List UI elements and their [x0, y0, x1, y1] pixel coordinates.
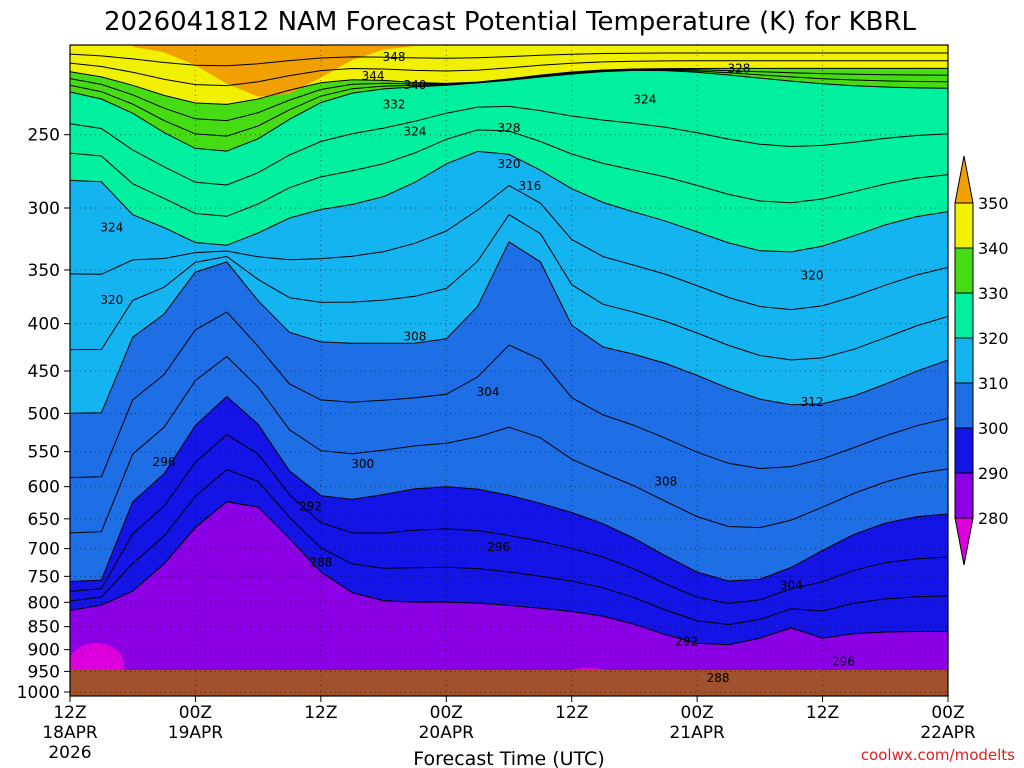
x-tick-label: 20APR	[419, 723, 475, 743]
y-tick-label: 700	[28, 540, 60, 560]
x-tick-label: 12Z	[304, 703, 337, 723]
x-tick-label: 00Z	[931, 703, 964, 723]
contour-label: 300	[351, 457, 374, 471]
colorbar-tick-label: 310	[978, 374, 1009, 393]
y-tick-label: 250	[28, 126, 60, 146]
colorbar-swatch	[954, 247, 974, 294]
colorbar-tick-label: 280	[978, 509, 1009, 528]
y-tick-label: 1000	[17, 683, 60, 703]
colorbar-tick-label: 300	[978, 419, 1009, 438]
y-tick-label: 950	[28, 662, 60, 682]
colorbar-swatch	[954, 337, 974, 384]
chart-title: 2026041812 NAM Forecast Potential Temper…	[104, 7, 917, 37]
x-tick-label: 00Z	[179, 703, 212, 723]
colorbar-tick-label: 290	[978, 464, 1009, 483]
contour-label: 304	[477, 385, 500, 399]
contour-label: 340	[403, 78, 426, 92]
contour-label: 316	[518, 179, 541, 193]
y-tick-label: 350	[28, 261, 60, 281]
colorbar-tick-label: 320	[978, 329, 1009, 348]
x-tick-label: 00Z	[681, 703, 714, 723]
x-tick-label: 12Z	[806, 703, 839, 723]
colorbar-swatch	[954, 202, 974, 249]
contour-label: 324	[403, 124, 426, 138]
contour-label: 320	[801, 269, 824, 283]
contour-label: 328	[498, 121, 521, 135]
y-tick-label: 300	[28, 199, 60, 219]
y-axis: 250 300 350 400 450 500 550 600 650 700 750 800 850 9…	[17, 126, 70, 703]
contour-label: 292	[299, 499, 322, 513]
contour-label: 344	[362, 69, 385, 83]
x-tick-label: 21APR	[669, 723, 725, 743]
colorbar-swatch	[954, 427, 974, 474]
colorbar: 280 290 300 310 320 330 340 350	[954, 155, 1009, 566]
contour-label: 308	[654, 474, 677, 488]
colorbar-swatch	[954, 472, 974, 519]
contour-label: 324	[100, 221, 123, 235]
x-tick-label: 00Z	[430, 703, 463, 723]
contour-label: 328	[727, 61, 750, 75]
y-tick-label: 750	[28, 567, 60, 587]
x-tick-label: 12Z	[555, 703, 588, 723]
contour-label: 304	[780, 578, 803, 592]
colorbar-swatch	[954, 382, 974, 429]
contour-label: 288	[309, 556, 332, 570]
colorbar-swatch	[954, 517, 974, 566]
colorbar-swatch	[954, 155, 974, 204]
ground-surface	[70, 670, 948, 696]
colorbar-tick-label: 340	[978, 239, 1009, 258]
contour-label: 288	[707, 671, 730, 685]
contour-label: 332	[383, 98, 406, 112]
x-tick-label: 2026	[48, 743, 91, 763]
y-tick-label: 850	[28, 618, 60, 638]
contour-label: 348	[383, 50, 406, 64]
contour-label: 292	[675, 635, 698, 649]
y-tick-label: 650	[28, 510, 60, 530]
x-axis-label: Forecast Time (UTC)	[413, 748, 604, 768]
contour-label: 320	[498, 157, 521, 171]
contour-label: 324	[633, 92, 656, 106]
contour-label: 296	[153, 455, 176, 469]
x-tick-label: 22APR	[920, 723, 976, 743]
colorbar-tick-label: 350	[978, 194, 1009, 213]
contour-label: 320	[100, 293, 123, 307]
contour-label: 312	[801, 395, 824, 409]
x-tick-label: 19APR	[168, 723, 224, 743]
y-tick-label: 500	[28, 404, 60, 424]
contour-label: 296	[832, 655, 855, 669]
y-tick-label: 800	[28, 593, 60, 613]
y-tick-label: 450	[28, 362, 60, 382]
colorbar-swatch	[954, 292, 974, 339]
contour-label: 308	[403, 330, 426, 344]
contour-label: 296	[487, 540, 510, 554]
contour-labels: 348 344 340 332 328 328 324 324 324 320 320 320 316 3…	[100, 50, 855, 685]
shaded-field	[70, 45, 948, 696]
y-tick-label: 400	[28, 315, 60, 335]
y-tick-label: 900	[28, 641, 60, 661]
colorbar-tick-label: 330	[978, 284, 1009, 303]
x-tick-label: 12Z	[53, 703, 86, 723]
y-tick-label: 550	[28, 443, 60, 463]
x-tick-label: 18APR	[42, 723, 98, 743]
y-tick-label: 600	[28, 478, 60, 498]
credit-link[interactable]: coolwx.com/modelts	[861, 746, 1015, 764]
